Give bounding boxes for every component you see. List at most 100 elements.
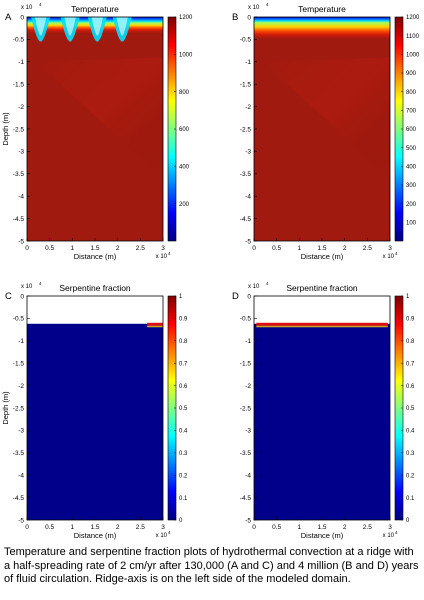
y-tick-label: -1	[245, 338, 251, 345]
colorbar-tick-label: 0.7	[406, 361, 415, 367]
x-tick-label: 0	[252, 524, 256, 531]
y-tick-label: -3	[18, 428, 24, 435]
y-tick-label: -4.5	[240, 495, 252, 502]
cold-plume-core	[64, 17, 76, 36]
colorbar-tick-label: 400	[179, 165, 190, 171]
y-tick-label: 0	[20, 14, 24, 21]
y-tick-label: 0	[247, 14, 251, 21]
x-tick-label: 0.5	[272, 524, 281, 531]
colorbar-tick-label: 0.3	[179, 451, 188, 457]
empty-region	[27, 296, 163, 324]
colorbar-tick-label: 0.2	[179, 473, 188, 479]
x-tick-label: 2.5	[363, 245, 372, 252]
colorbar-tick-label: 200	[406, 202, 417, 208]
y-tick-label: -1.5	[240, 361, 252, 368]
y-tick-label: -3.5	[240, 450, 252, 457]
panel-title: Serpentine fraction	[59, 283, 131, 293]
x-tick-label: 0.5	[45, 524, 54, 531]
serpentinized-band-edge	[147, 325, 163, 328]
x-axis-label: Distance (m)	[74, 531, 117, 540]
x-tick-label: 0.5	[272, 245, 281, 252]
colorbar-tick-label: 0.6	[179, 384, 188, 390]
colorbar-tick-label: 1100	[406, 34, 420, 40]
serpentine-field	[27, 296, 163, 520]
y-tick-label: -1.5	[13, 82, 25, 89]
y-tick-label: -4.5	[13, 216, 25, 223]
y-tick-label: -4.5	[240, 216, 252, 223]
y-tick-label: -4	[245, 473, 251, 480]
plot-field-b	[254, 17, 390, 241]
y-tick-label: -1.5	[240, 82, 252, 89]
panel-d: Serpentine fraction D 0 0.5 1 1.5 2 2.5 3 0 -0.5 -1…	[232, 281, 415, 540]
x-axis-label: Distance (m)	[74, 252, 117, 261]
x-tick-label: 1.5	[90, 245, 99, 252]
y-tick-label: -0.5	[13, 316, 25, 323]
x-exponent: x 10	[156, 254, 168, 260]
panel-a: Temperature A 0 0.5 1 1.5 2 2.5 3 0 -0.5 -1 -1.5 -2 -2…	[1, 2, 193, 261]
cold-plume-core	[116, 17, 128, 36]
x-tick-label: 2.5	[363, 524, 372, 531]
x-tick-label: 2	[116, 245, 120, 252]
y-tick-label: -2.5	[13, 126, 25, 133]
y-exponent: x 10	[248, 5, 260, 11]
panel-letter: D	[232, 291, 239, 302]
empty-region	[254, 296, 390, 324]
colorbar-tick-label: 200	[179, 202, 190, 208]
figure-caption: Temperature and serpentine fraction plot…	[4, 546, 419, 585]
x-tick-label: 1.5	[90, 524, 99, 531]
x-axis-label: Distance (m)	[301, 531, 344, 540]
colorbar-tick-label: 600	[406, 127, 417, 133]
x-exponent-power: 4	[395, 251, 398, 256]
colorbar-tick-label: 1000	[406, 53, 420, 59]
x-exponent: x 10	[383, 254, 395, 260]
y-tick-label: -2	[18, 104, 24, 111]
colorbar-tick-label: 0.9	[406, 317, 415, 323]
y-exponent: x 10	[248, 284, 260, 290]
panel-title: Serpentine fraction	[286, 283, 358, 293]
x-tick-label: 3	[161, 524, 165, 531]
colorbar-tick-label: 0.9	[179, 317, 188, 323]
y-tick-label: -2.5	[240, 405, 252, 412]
y-tick-label: -4	[18, 194, 24, 201]
y-tick-label: -2.5	[13, 405, 25, 412]
plot-field-c	[27, 296, 163, 520]
colorbar-tick-label: 0.7	[179, 361, 188, 367]
y-exponent-power: 4	[39, 281, 42, 286]
serpentinized-band	[256, 322, 388, 326]
panel-letter: B	[232, 12, 238, 23]
y-tick-label: -2	[245, 383, 251, 390]
y-tick-label: -1.5	[13, 361, 25, 368]
colorbar-tick-label: 1000	[179, 53, 193, 59]
x-tick-label: 1	[298, 245, 302, 252]
colorbar-tick-label: 0	[406, 518, 410, 524]
y-tick-label: -5	[18, 517, 24, 524]
colorbar-tick-label: 600	[179, 127, 190, 133]
x-exponent-power: 4	[168, 530, 171, 535]
y-tick-label: 0	[20, 293, 24, 300]
x-tick-label: 1.5	[317, 245, 326, 252]
x-tick-label: 1.5	[317, 524, 326, 531]
y-exponent: x 10	[21, 5, 33, 11]
y-tick-label: -2	[18, 383, 24, 390]
y-tick-label: -1	[18, 59, 24, 66]
y-tick-label: -4.5	[13, 495, 25, 502]
y-axis-label: Depth (m)	[1, 112, 10, 146]
isotherm-wedge	[36, 57, 163, 179]
colorbar-tick-label: 0.5	[406, 406, 415, 412]
x-tick-label: 0.5	[45, 245, 54, 252]
y-tick-label: -1	[18, 338, 24, 345]
colorbar-tick-label: 0.4	[406, 429, 415, 435]
x-tick-label: 0	[252, 245, 256, 252]
y-tick-label: -4	[18, 473, 24, 480]
x-exponent-power: 4	[395, 530, 398, 535]
panel-letter: C	[5, 291, 12, 302]
plot-field-d	[254, 296, 390, 520]
colorbar-tick-label: 800	[179, 90, 190, 96]
isotherm-wedge	[263, 57, 390, 179]
y-axis-label: Depth (m)	[1, 391, 10, 425]
x-tick-label: 0	[25, 524, 29, 531]
x-axis-label: Distance (m)	[301, 252, 344, 261]
colorbar-tick-label: 0.3	[406, 451, 415, 457]
colorbar-tick-label: 1	[179, 294, 183, 300]
y-tick-label: -3.5	[13, 450, 25, 457]
